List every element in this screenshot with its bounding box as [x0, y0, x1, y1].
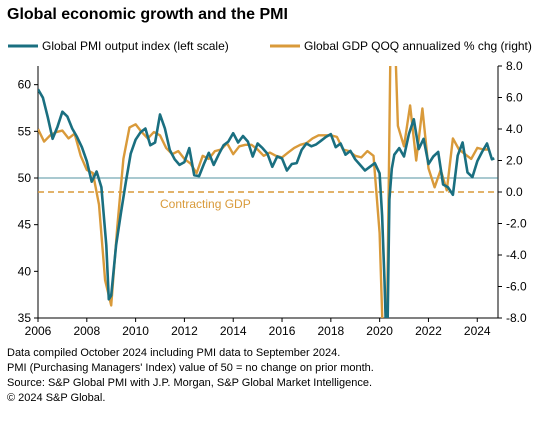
y-right-tick-label: 4.0: [506, 122, 523, 136]
series-line-gdp: [38, 66, 490, 318]
y-right-tick-label: 8.0: [506, 59, 523, 73]
y-right-tick-label: 0.0: [506, 185, 523, 199]
chart-title: Global economic growth and the PMI: [7, 6, 288, 23]
footnote-source: Source: S&P Global PMI with J.P. Morgan,…: [7, 377, 373, 389]
axes: 35 40 45 50 55 60 -8.0 -6.0 -4.0 -2.0 0.0 2.0 4.0 6.0…: [18, 59, 527, 338]
x-tick-label: 2010: [122, 324, 149, 338]
x-tick-label: 2018: [317, 324, 344, 338]
y-left-tick-label: 55: [18, 124, 32, 138]
y-left-tick-label: 40: [18, 264, 32, 278]
y-right-tick-label: -6.0: [506, 280, 527, 294]
x-tick-label: 2008: [73, 324, 100, 338]
y-right-tick-label: -4.0: [506, 248, 527, 262]
x-tick-label: 2022: [415, 324, 442, 338]
footnote-data-compiled: Data compiled October 2024 including PMI…: [7, 347, 341, 359]
x-tick-label: 2012: [171, 324, 198, 338]
y-right-tick-label: -8.0: [506, 311, 527, 325]
legend-label-pmi: Global PMI output index (left scale): [42, 39, 229, 53]
y-right-tick-label: 2.0: [506, 154, 523, 168]
legend: Global PMI output index (left scale) Glob…: [8, 39, 532, 53]
footnote-pmi-definition: PMI (Purchasing Managers' Index) value o…: [7, 362, 374, 374]
y-right-tick-label: 6.0: [506, 91, 523, 105]
contracting-gdp-annotation: Contracting GDP: [160, 197, 251, 211]
footnote-copyright: © 2024 S&P Global.: [7, 392, 106, 404]
y-left-tick-label: 45: [18, 218, 32, 232]
x-tick-label: 2006: [25, 324, 52, 338]
x-tick-label: 2020: [366, 324, 393, 338]
y-left-tick-label: 50: [18, 171, 32, 185]
y-right-tick-label: -2.0: [506, 217, 527, 231]
series-layer: Contracting GDP: [38, 66, 498, 318]
y-left-tick-label: 35: [18, 311, 32, 325]
legend-label-gdp: Global GDP QOQ annualized % chg (right): [304, 39, 532, 53]
x-tick-label: 2014: [220, 324, 247, 338]
x-tick-label: 2024: [464, 324, 491, 338]
series-line-pmi: [38, 88, 495, 318]
x-tick-label: 2016: [269, 324, 296, 338]
y-left-tick-label: 60: [18, 78, 32, 92]
